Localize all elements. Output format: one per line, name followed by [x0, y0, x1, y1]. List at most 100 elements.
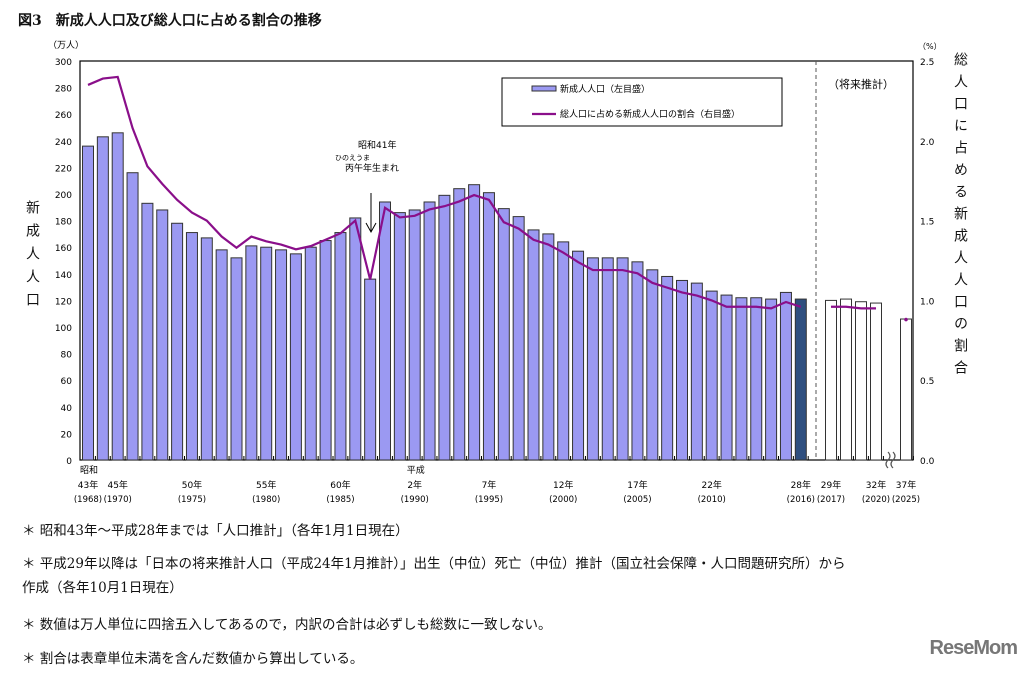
annotation-ruby: ひのえうま: [335, 154, 370, 162]
x-tick-label: 12年: [553, 479, 573, 491]
bar-2019: [855, 301, 867, 461]
bar-1985: [334, 232, 347, 461]
bar-1970: [111, 132, 124, 461]
bar-1983: [304, 246, 317, 461]
right-tick-label: 1.0: [920, 297, 935, 307]
bar-1973: [156, 209, 169, 461]
bar-2018: [840, 298, 852, 461]
legend-bar-swatch: [531, 85, 557, 92]
x-tick-year: (1980): [252, 495, 280, 505]
note-2-cont: 作成（各年10月1日現在）: [22, 580, 183, 596]
left-tick-label: 60: [61, 377, 73, 387]
x-tick-label: 37年: [896, 479, 916, 491]
x-tick-year: (2010): [698, 495, 726, 505]
left-axis-unit: （万人）: [48, 40, 84, 51]
forecast-label: （将来推計）: [828, 77, 894, 91]
bar-2025: [900, 318, 912, 461]
bar-2007: [661, 275, 674, 461]
x-era-label: 平成: [407, 464, 425, 476]
bar-2002: [586, 257, 599, 461]
bar-1980: [260, 246, 273, 461]
bar-1979: [245, 245, 258, 461]
x-tick-year: (2025): [892, 495, 920, 505]
bar-1996: [497, 208, 510, 461]
x-tick-label: 32年: [866, 479, 886, 491]
bar-1990: [408, 209, 421, 461]
bar-1986: [349, 217, 362, 461]
x-era-label: 昭和: [80, 465, 98, 476]
bar-1981: [275, 249, 288, 461]
bar-2000: [557, 241, 570, 461]
x-tick-year: (2020): [862, 495, 890, 505]
chart-title: 図3 新成人人口及び総人口に占める割合の推移: [18, 13, 322, 29]
x-tick-label: 50年: [182, 479, 202, 491]
bar-1989: [393, 212, 406, 461]
bar-1975: [185, 232, 198, 461]
bar-1978: [230, 257, 243, 461]
right-axis-unit: （%）: [918, 42, 942, 51]
bar-2006: [646, 269, 659, 461]
bar-2003: [601, 257, 614, 461]
left-tick-label: 80: [61, 351, 73, 361]
legend-line-label: 総人口に占める新成人人口の割合（右目盛）: [560, 108, 740, 120]
x-tick-year: (1970): [104, 495, 132, 505]
bar-2012: [735, 297, 748, 461]
x-tick-year: (1995): [475, 495, 503, 505]
x-tick-label: 29年: [821, 479, 841, 491]
note-4: ＊ 割合は表章単位未満を含んだ数値から算出している。: [22, 651, 364, 667]
x-tick-year: (1985): [326, 495, 354, 505]
bar-1988: [379, 201, 391, 461]
bar-2015: [779, 291, 792, 461]
bar-2009: [690, 282, 703, 461]
left-axis-label: 新成人人口: [24, 200, 40, 315]
right-tick-label: 2.5: [920, 58, 934, 68]
annotation-arrow-icon: [365, 193, 377, 234]
note-1: ＊ 昭和43年～平成28年までは「人口推計」（各年1月1日現在）: [22, 523, 409, 539]
bar-1991: [423, 201, 436, 461]
left-tick-label: 240: [55, 138, 72, 148]
left-tick-label: 160: [55, 244, 72, 254]
bar-2011: [720, 294, 733, 461]
ratio-line-forecast: [831, 305, 876, 310]
bar-1974: [171, 222, 184, 461]
legend-bar-label: 新成人人口（左目盛）: [560, 83, 650, 95]
right-tick-label: 1.5: [920, 218, 934, 228]
right-axis-label: 総人口に占める新成人人口の割合: [952, 52, 968, 382]
x-tick-year: (1968): [74, 495, 102, 505]
bar-1995: [482, 192, 495, 461]
right-tick-label: 0.0: [920, 457, 935, 467]
left-tick-label: 40: [61, 404, 73, 414]
left-tick-label: 0: [66, 457, 72, 467]
left-tick-label: 200: [55, 191, 72, 201]
note-2: ＊ 平成29年以降は「日本の将来推計人口（平成24年1月推計）」出生（中位）死亡…: [22, 556, 846, 572]
bar-2004: [616, 257, 629, 461]
bar-1969: [96, 136, 109, 461]
annotation-line1: 昭和41年: [358, 139, 396, 151]
bar-2013: [750, 297, 763, 461]
bar-2001: [572, 250, 585, 461]
right-tick-label: 2.0: [920, 138, 935, 148]
x-tick-year: (2017): [817, 495, 845, 505]
bar-1984: [319, 240, 332, 461]
x-tick-label: 28年: [791, 479, 811, 491]
bar-1968: [82, 145, 94, 461]
bar-1998: [527, 229, 540, 461]
x-tick-label: 45年: [107, 479, 127, 491]
ratio-point-2025: [904, 317, 908, 322]
x-tick-label: 7年: [482, 479, 497, 491]
bar-2005: [631, 261, 644, 461]
bar-1987: [364, 278, 377, 461]
x-tick-year: (2016): [787, 495, 815, 505]
x-tick-label: 43年: [78, 479, 98, 491]
x-tick-year: (1975): [178, 495, 206, 505]
bar-2010: [705, 290, 718, 461]
left-tick-label: 280: [55, 85, 72, 95]
right-tick-label: 0.5: [920, 377, 934, 387]
bar-2014: [765, 298, 778, 461]
bar-1976: [200, 237, 213, 461]
left-tick-label: 120: [55, 297, 72, 307]
chart: 0 20 40 60 80 100 120 140 160 180 200 220 240 260 280 3…: [48, 40, 942, 505]
left-tick-label: 260: [55, 111, 72, 121]
x-tick-label: 22年: [701, 479, 721, 491]
x-tick-label: 55年: [256, 479, 276, 491]
